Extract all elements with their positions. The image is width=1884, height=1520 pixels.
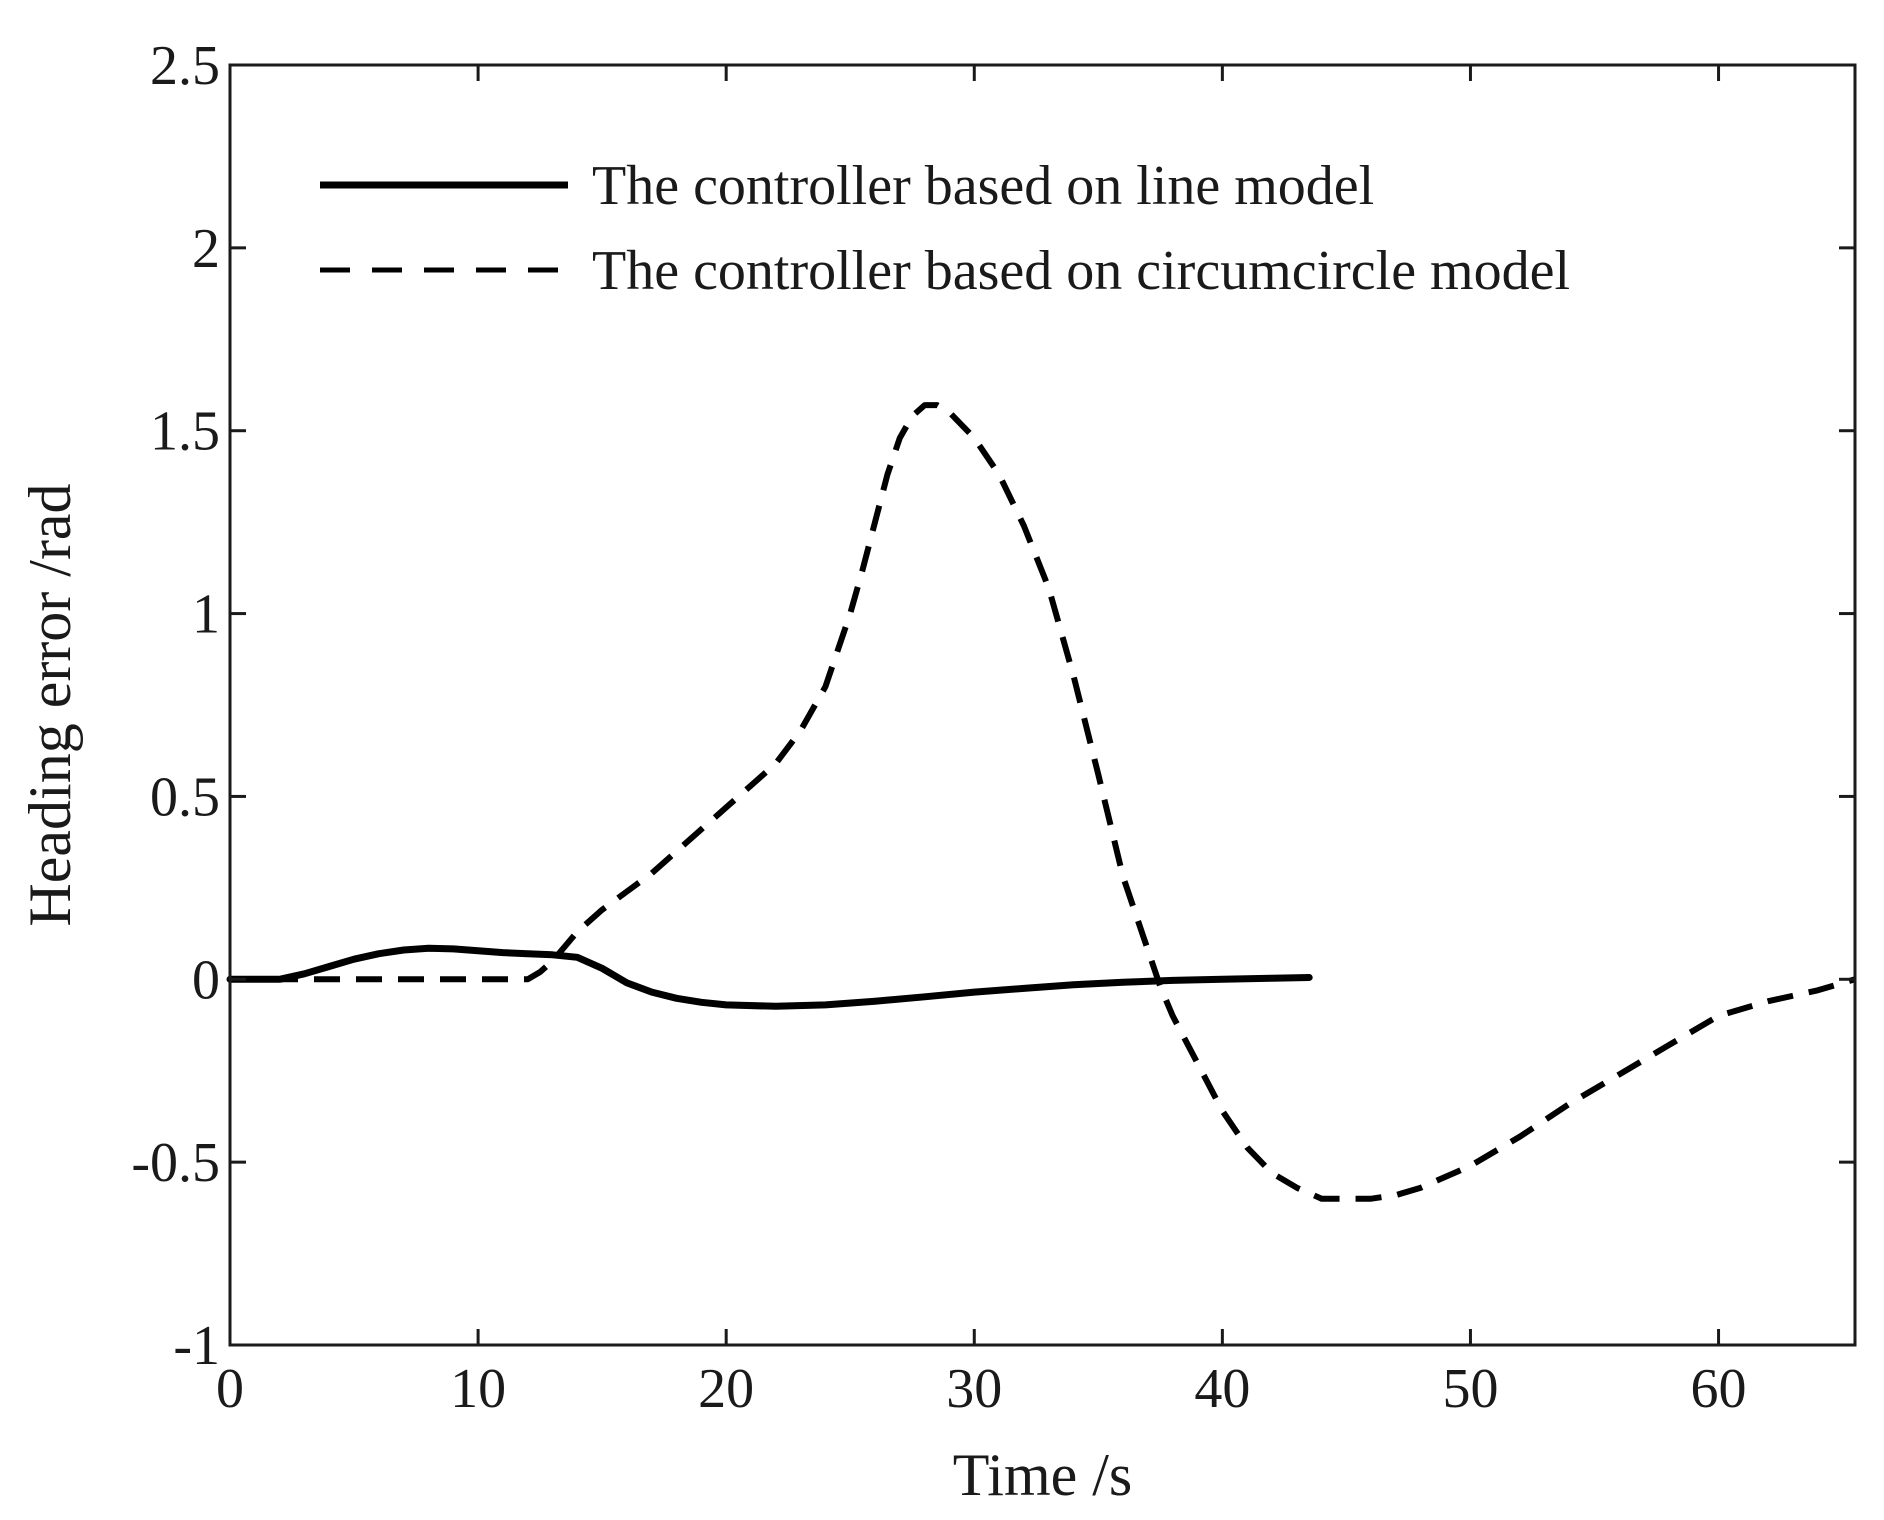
y-tick-label: 2 bbox=[192, 218, 220, 280]
y-tick-label: -0.5 bbox=[131, 1132, 220, 1194]
x-tick-label: 10 bbox=[450, 1358, 506, 1420]
plot-frame bbox=[228, 63, 1857, 1347]
legend: The controller based on line model The c… bbox=[320, 155, 1570, 302]
legend-label-circumcircle-model: The controller based on circumcircle mod… bbox=[592, 240, 1570, 302]
x-axis-label: Time /s bbox=[953, 1442, 1133, 1508]
x-tick-label: 20 bbox=[698, 1358, 754, 1420]
x-tick-label: 60 bbox=[1691, 1358, 1747, 1420]
y-tick-label: 1.5 bbox=[150, 401, 220, 463]
series-line-line-model bbox=[226, 944, 1313, 1010]
y-tick-label: -1 bbox=[173, 1315, 220, 1377]
y-axis-label: Heading error /rad bbox=[17, 483, 83, 926]
series-line-circumcircle-model bbox=[230, 402, 1856, 1202]
ticks-group: 0 10 20 30 40 50 60 -1 -0.5 0 0.5 1 1.5 2 2.5 bbox=[131, 35, 1855, 1420]
y-tick-label: 0 bbox=[192, 949, 220, 1011]
x-tick-label: 40 bbox=[1194, 1358, 1250, 1420]
x-tick-label: 50 bbox=[1442, 1358, 1498, 1420]
x-tick-label: 0 bbox=[216, 1358, 244, 1420]
x-tick-label: 30 bbox=[946, 1358, 1002, 1420]
y-tick-label: 0.5 bbox=[150, 766, 220, 828]
y-tick-label: 1 bbox=[192, 584, 220, 646]
series-group bbox=[226, 402, 1856, 1202]
legend-label-line-model: The controller based on line model bbox=[592, 155, 1374, 217]
y-tick-label: 2.5 bbox=[150, 35, 220, 97]
